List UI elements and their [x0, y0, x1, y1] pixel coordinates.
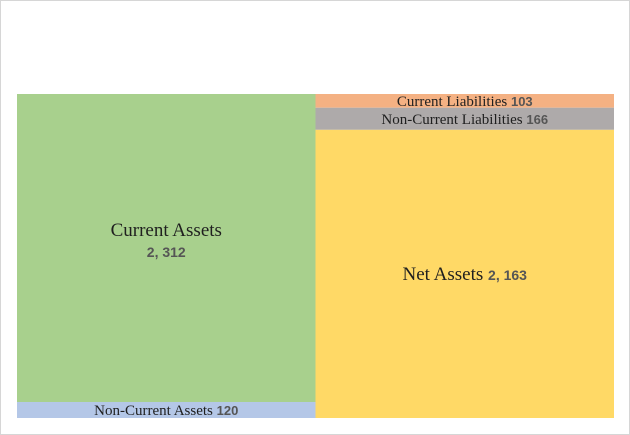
label-non-current-liabilities: Non-Current Liabilities 166 — [381, 112, 548, 128]
name-current-liabilities: Current Liabilities — [397, 94, 511, 110]
label-current-assets: Current Assets — [111, 220, 222, 241]
label-non-current-assets: Non-Current Assets 120 — [94, 403, 238, 419]
label-current-liabilities: Current Liabilities 103 — [397, 94, 533, 110]
value-non-current-liabilities: 166 — [526, 112, 548, 127]
tile-current-assets — [17, 94, 316, 403]
tile-non-current-liabilities — [315, 107, 614, 130]
tile-net-assets — [315, 129, 614, 419]
name-net-assets: Net Assets — [403, 264, 489, 285]
value-current-assets: 2, 312 — [147, 244, 186, 260]
name-non-current-assets: Non-Current Assets — [94, 403, 217, 419]
value-non-current-assets: 120 — [217, 403, 239, 418]
value-current-liabilities: 103 — [511, 94, 533, 109]
name-non-current-liabilities: Non-Current Liabilities — [381, 112, 526, 128]
value-net-assets: 2, 163 — [488, 267, 527, 283]
tile-non-current-assets — [17, 402, 316, 418]
label-net-assets: Net Assets 2, 163 — [403, 264, 528, 285]
tile-current-liabilities — [315, 94, 614, 108]
